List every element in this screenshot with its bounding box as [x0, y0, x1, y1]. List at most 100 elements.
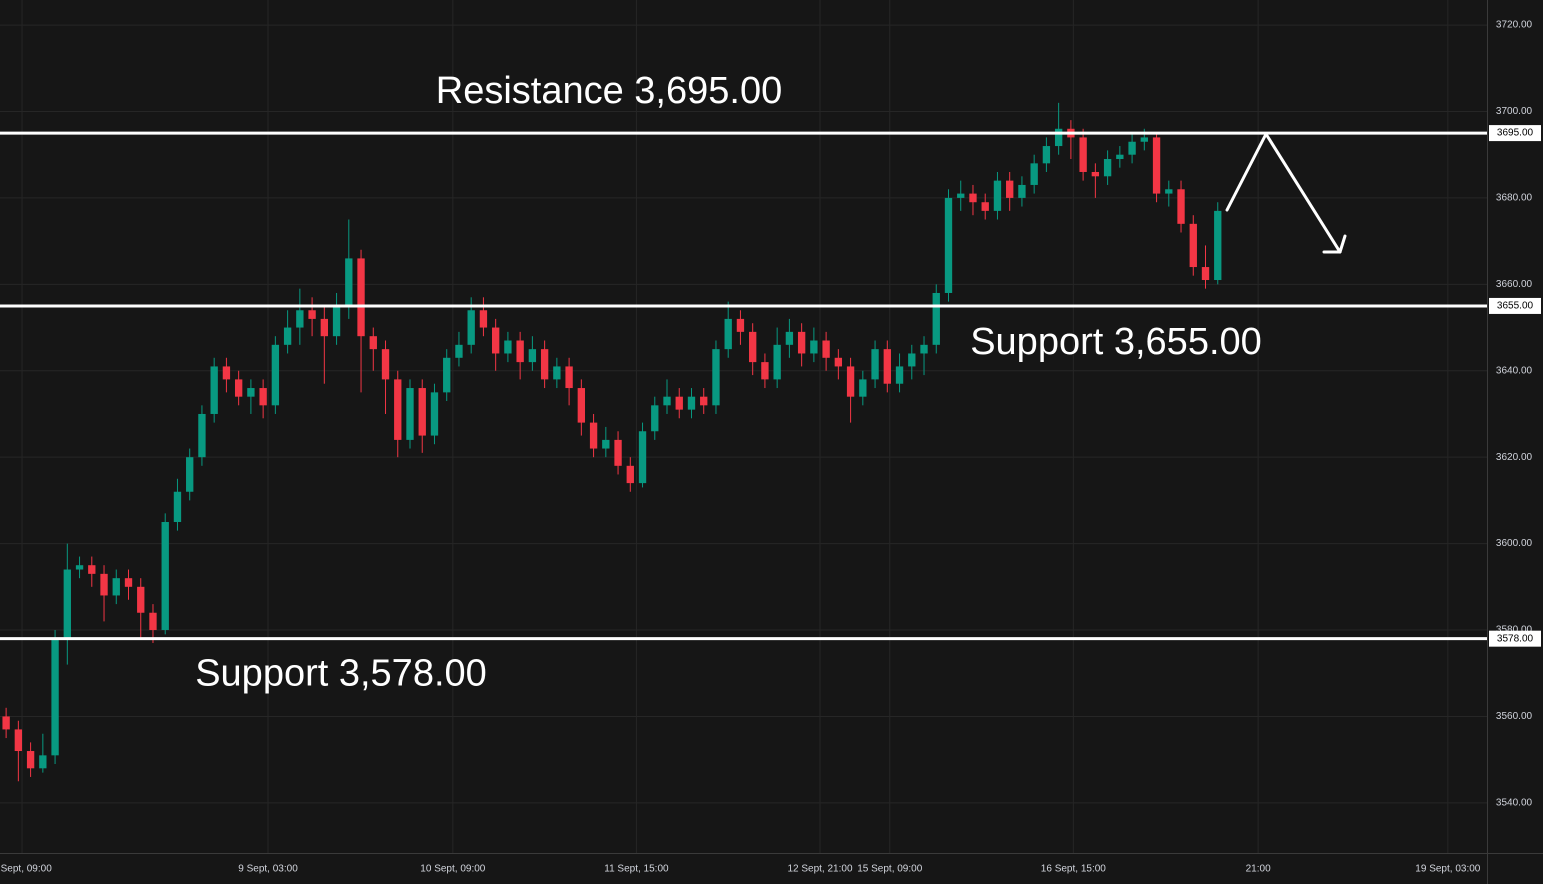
candle-body	[39, 755, 47, 769]
candle-body	[491, 327, 500, 354]
candle-body	[234, 379, 243, 397]
candle-body	[1165, 189, 1173, 194]
candle-body	[749, 331, 757, 363]
candle-body	[467, 310, 475, 345]
x-tick-label: 9 Sept, 03:00	[238, 864, 298, 875]
candle-body	[822, 340, 830, 358]
candle-body	[1201, 267, 1210, 281]
candle-body	[369, 336, 377, 350]
candle-body	[761, 362, 769, 380]
candle-body	[957, 193, 965, 198]
y-tick-label: 3700.00	[1496, 106, 1533, 117]
candle-body	[186, 457, 194, 492]
candle-body	[969, 193, 977, 203]
candle-body	[663, 396, 671, 406]
x-tick-label: 16 Sept, 15:00	[1041, 864, 1106, 875]
candle-body	[381, 349, 390, 380]
candle-body	[944, 197, 953, 293]
candle-body	[871, 349, 879, 380]
y-tick-label: 3720.00	[1496, 20, 1533, 31]
candle-body	[161, 521, 169, 631]
y-tick-label: 3620.00	[1496, 452, 1533, 463]
candle-body	[638, 431, 647, 484]
grid	[0, 0, 1487, 853]
candles	[2, 102, 1222, 782]
candle-body	[430, 392, 439, 436]
level-annotation: Support 3,578.00	[195, 653, 487, 695]
candle-body	[1214, 210, 1222, 281]
candle-body	[614, 439, 622, 466]
candle-body	[26, 751, 35, 769]
y-tick-label: 3560.00	[1496, 711, 1533, 722]
y-tick-label: 3580.00	[1496, 625, 1533, 636]
candle-body	[920, 344, 928, 354]
candle-body	[785, 331, 794, 345]
level-label: 3578.00	[1497, 633, 1534, 644]
candle-body	[149, 612, 157, 631]
candle-body	[687, 396, 696, 410]
candle-body	[626, 465, 634, 484]
candle-body	[271, 344, 280, 406]
candle-body	[455, 344, 463, 358]
candle-body	[859, 379, 867, 397]
candle-body	[846, 366, 855, 397]
candle-body	[210, 366, 218, 414]
candle-body	[883, 349, 891, 384]
candle-body	[981, 202, 989, 211]
candle-body	[443, 357, 451, 393]
x-tick-label: 8 Sept, 09:00	[0, 864, 52, 875]
candle-body	[137, 586, 145, 613]
projection-arrow	[1225, 132, 1347, 254]
y-tick-label: 3540.00	[1496, 798, 1533, 809]
candle-body	[173, 491, 182, 522]
candle-body	[222, 366, 231, 380]
candle-body	[479, 310, 488, 328]
candle-body	[1189, 223, 1197, 268]
candle-body	[406, 388, 414, 440]
candle-body	[712, 349, 720, 406]
level-label-box	[1489, 297, 1541, 314]
candle-body	[112, 578, 120, 596]
candle-body	[1018, 184, 1026, 198]
candle-body	[332, 305, 341, 337]
candle-body	[100, 573, 108, 596]
candle-body	[345, 258, 353, 306]
candle-body	[736, 318, 745, 332]
candle-body	[394, 379, 402, 440]
candle-body	[675, 396, 683, 410]
y-tick-label: 3660.00	[1496, 279, 1533, 290]
x-tick-label: 21:00	[1246, 864, 1271, 875]
candle-body	[810, 340, 818, 354]
level-label: 3695.00	[1497, 128, 1534, 139]
candle-body	[357, 258, 365, 337]
arrow-head	[1322, 234, 1347, 254]
candle-body	[528, 349, 537, 363]
candle-body	[565, 366, 573, 389]
x-tick-label: 15 Sept, 09:00	[857, 864, 922, 875]
x-tick-label: 12 Sept, 21:00	[787, 864, 852, 875]
candle-body	[577, 388, 586, 423]
candle-body	[1054, 128, 1063, 147]
candle-body	[296, 310, 304, 328]
candle-body	[320, 318, 328, 337]
candle-body	[247, 388, 255, 397]
projection-path	[1225, 132, 1342, 254]
axes: 3540.00 3560.00 3580.00 3600.00 3620.00 3640.…	[0, 20, 1541, 875]
y-tick-label: 3600.00	[1496, 538, 1533, 549]
candle-body	[1006, 180, 1014, 198]
candle-body	[993, 180, 1002, 211]
candle-body	[198, 413, 206, 458]
candle-body	[1103, 159, 1112, 177]
y-tick-label: 3680.00	[1496, 193, 1533, 204]
candle-body	[1091, 171, 1100, 177]
level-label-box	[1489, 125, 1541, 142]
candle-body	[700, 396, 708, 406]
candle-body	[908, 353, 916, 367]
candle-body	[1128, 141, 1136, 155]
candle-body	[540, 349, 549, 380]
candle-body	[1177, 189, 1185, 224]
candle-body	[1079, 137, 1087, 172]
y-tick-label: 3640.00	[1496, 365, 1533, 376]
candle-body	[283, 327, 292, 345]
